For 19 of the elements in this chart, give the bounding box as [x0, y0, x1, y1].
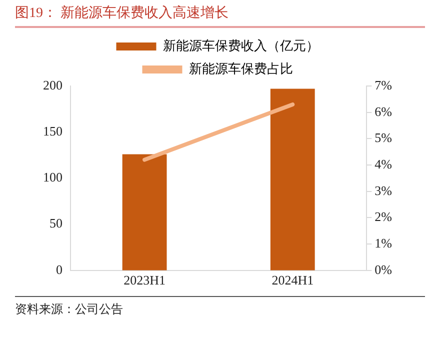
x-tick-label: 2024H1 [272, 272, 314, 288]
chart-title: 图19： 新能源车保费收入高速增长 [15, 4, 425, 28]
legend-label: 新能源车保费占比 [188, 60, 293, 76]
y-tick-label: 200 [43, 77, 62, 92]
y2-tick-label: 0% [374, 262, 392, 277]
legend-label: 新能源车保费收入（亿元） [162, 38, 319, 53]
text: 资料来源：公司公告 [15, 296, 425, 318]
y2-tick-label: 7% [374, 77, 392, 92]
y-tick-label: 100 [43, 170, 62, 185]
y-tick-label: 150 [43, 124, 62, 139]
y2-tick-label: 1% [374, 235, 392, 250]
y-tick-label: 50 [50, 216, 62, 231]
y2-tick-label: 5% [374, 130, 392, 146]
x-tick-label: 2023H1 [124, 272, 166, 288]
y-tick-label: 0 [56, 262, 62, 277]
y2-tick-label: 4% [374, 156, 392, 172]
y2-tick-label: 6% [374, 104, 392, 119]
y2-tick-label: 2% [374, 209, 392, 224]
y2-tick-label: 3% [374, 182, 392, 198]
